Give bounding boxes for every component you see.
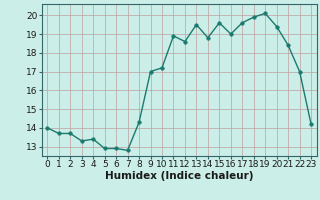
X-axis label: Humidex (Indice chaleur): Humidex (Indice chaleur) (105, 171, 253, 181)
